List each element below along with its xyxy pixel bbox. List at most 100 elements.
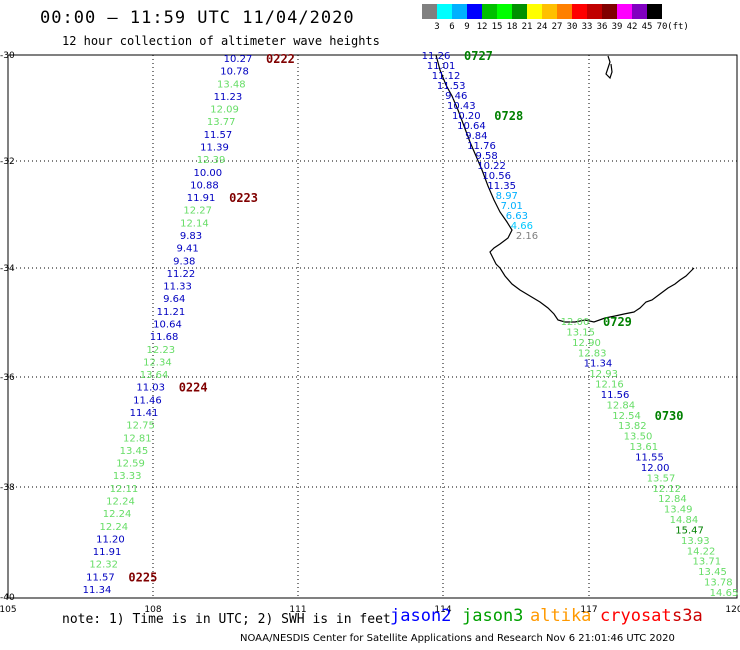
- legend-label: 45: [641, 22, 653, 32]
- lon-label: 108: [144, 605, 161, 615]
- wave-height-value: 10.27: [224, 54, 253, 65]
- wave-height-value: 11.23: [214, 92, 243, 103]
- legend-swatch: [587, 4, 602, 19]
- wave-height-value: 9.58: [475, 151, 497, 162]
- lon-label: 114: [434, 605, 451, 615]
- wave-height-value: 13.78: [704, 578, 733, 589]
- wave-height-value: 11.20: [96, 534, 125, 545]
- wave-height-value: 10.56: [482, 171, 511, 182]
- wave-height-value: 12.39: [197, 155, 226, 166]
- satellite-name-jason2: jason2: [390, 606, 452, 626]
- legend-label: 33: [581, 22, 593, 32]
- lon-label: 105: [0, 605, 17, 615]
- wave-height-value: 11.35: [487, 181, 516, 192]
- legend-swatch: [422, 4, 437, 19]
- map-frame: [7, 54, 738, 599]
- wave-height-value: 10.78: [220, 67, 249, 78]
- legend-swatch: [602, 4, 617, 19]
- wave-height-value: 12.83: [578, 348, 607, 359]
- legend-swatch: [527, 4, 542, 19]
- wave-height-value: 12.24: [103, 509, 132, 520]
- wave-height-value: 11.57: [204, 130, 233, 141]
- lat-label: -36: [0, 373, 15, 383]
- wave-height-value: 11.01: [427, 61, 456, 72]
- lat-label: -40: [0, 593, 15, 603]
- wave-height-value: 10.20: [452, 111, 481, 122]
- wave-height-value: 13.45: [120, 446, 149, 457]
- pass-time-label: 0225: [128, 570, 157, 584]
- pass-time-label: 0728: [494, 109, 523, 123]
- axis-labels: -30 -32 -34 -36 -38 -40 105 108 111 114 117 120: [0, 51, 740, 615]
- wave-height-value: 13.82: [618, 421, 647, 432]
- legend-swatch: [467, 4, 482, 19]
- wave-height-value: 11.26: [422, 51, 451, 62]
- wave-height-value: 12.11: [110, 484, 139, 495]
- legend-label: 3: [434, 22, 440, 32]
- pass-time-label: 0224: [179, 381, 208, 395]
- wave-height-value: 13.77: [207, 117, 236, 128]
- wave-height-value: 11.57: [86, 572, 115, 583]
- legend-label: 12: [476, 22, 488, 32]
- legend-label: 9: [464, 22, 470, 32]
- map-subtitle: 12 hour collection of altimeter wave hei…: [62, 34, 380, 48]
- wave-height-value: 13.64: [140, 370, 169, 381]
- wave-height-value: 13.15: [566, 327, 595, 338]
- lat-label: -34: [0, 264, 15, 274]
- wave-height-value: 10.00: [193, 168, 222, 179]
- wave-height-value: 12.16: [595, 380, 624, 391]
- satellite-name-altika: altika: [530, 606, 592, 626]
- wave-height-value: 11.34: [584, 359, 613, 370]
- pass-time-label: 0223: [229, 191, 258, 205]
- legend-label: 21: [521, 22, 533, 32]
- wave-height-value: 10.43: [447, 101, 476, 112]
- wave-height-value: 13.48: [217, 79, 246, 90]
- wave-height-value: 9.84: [465, 131, 487, 142]
- satellite-name-s3a: s3a: [672, 606, 703, 626]
- lat-label: -30: [0, 51, 15, 61]
- wave-height-value: 9.41: [176, 244, 198, 255]
- pass-time-label: 0729: [603, 315, 632, 329]
- wave-height-value: 12.34: [143, 357, 172, 368]
- wave-height-value: 14.22: [687, 546, 716, 557]
- wave-height-value: 11.33: [163, 282, 192, 293]
- lon-label: 111: [289, 605, 306, 615]
- lon-label: 117: [580, 605, 597, 615]
- legend-swatch: [512, 4, 527, 19]
- legend-label: 39: [611, 22, 623, 32]
- legend-label: 36: [596, 22, 608, 32]
- wave-height-value: 12.84: [658, 494, 687, 505]
- legend-swatch: [482, 4, 497, 19]
- wave-height-value: 12.93: [589, 369, 618, 380]
- wave-height-value: 11.34: [83, 585, 112, 596]
- wave-height-value: 9.46: [445, 91, 467, 102]
- legend-swatch: [437, 4, 452, 19]
- wave-height-value: 10.64: [457, 121, 486, 132]
- wave-height-value: 13.61: [629, 442, 658, 453]
- wave-height-value: 12.32: [89, 560, 118, 571]
- legend-label: 18: [506, 22, 518, 32]
- pass-time-label: 0730: [655, 409, 684, 423]
- legend-swatch: [617, 4, 632, 19]
- wave-height-value: 12.27: [183, 206, 212, 217]
- lat-label: -32: [0, 157, 15, 167]
- wave-height-value: 12.90: [572, 338, 601, 349]
- wave-height-value: 14.65: [710, 588, 739, 599]
- legend-label: 15: [491, 22, 503, 32]
- wave-height-value: 11.55: [635, 453, 664, 464]
- legend-swatch: [452, 4, 467, 19]
- satellite-name-jason3: jason3: [462, 606, 524, 626]
- wave-height-value: 11.41: [130, 408, 159, 419]
- legend-swatch: [542, 4, 557, 19]
- wave-height-value: 12.24: [99, 522, 128, 533]
- legend-label: 30: [566, 22, 578, 32]
- grid-lines: [8, 55, 737, 598]
- wave-height-value: 12.75: [126, 421, 155, 432]
- wave-height-value: 13.50: [624, 432, 653, 443]
- wave-height-value: 11.12: [432, 71, 461, 82]
- wave-height-value: 12.84: [606, 400, 635, 411]
- wave-height-value: 12.59: [116, 459, 145, 470]
- coastline-western-australia: [435, 54, 695, 323]
- wave-height-value: 7.01: [501, 201, 523, 212]
- wave-height-value: 12.14: [180, 218, 209, 229]
